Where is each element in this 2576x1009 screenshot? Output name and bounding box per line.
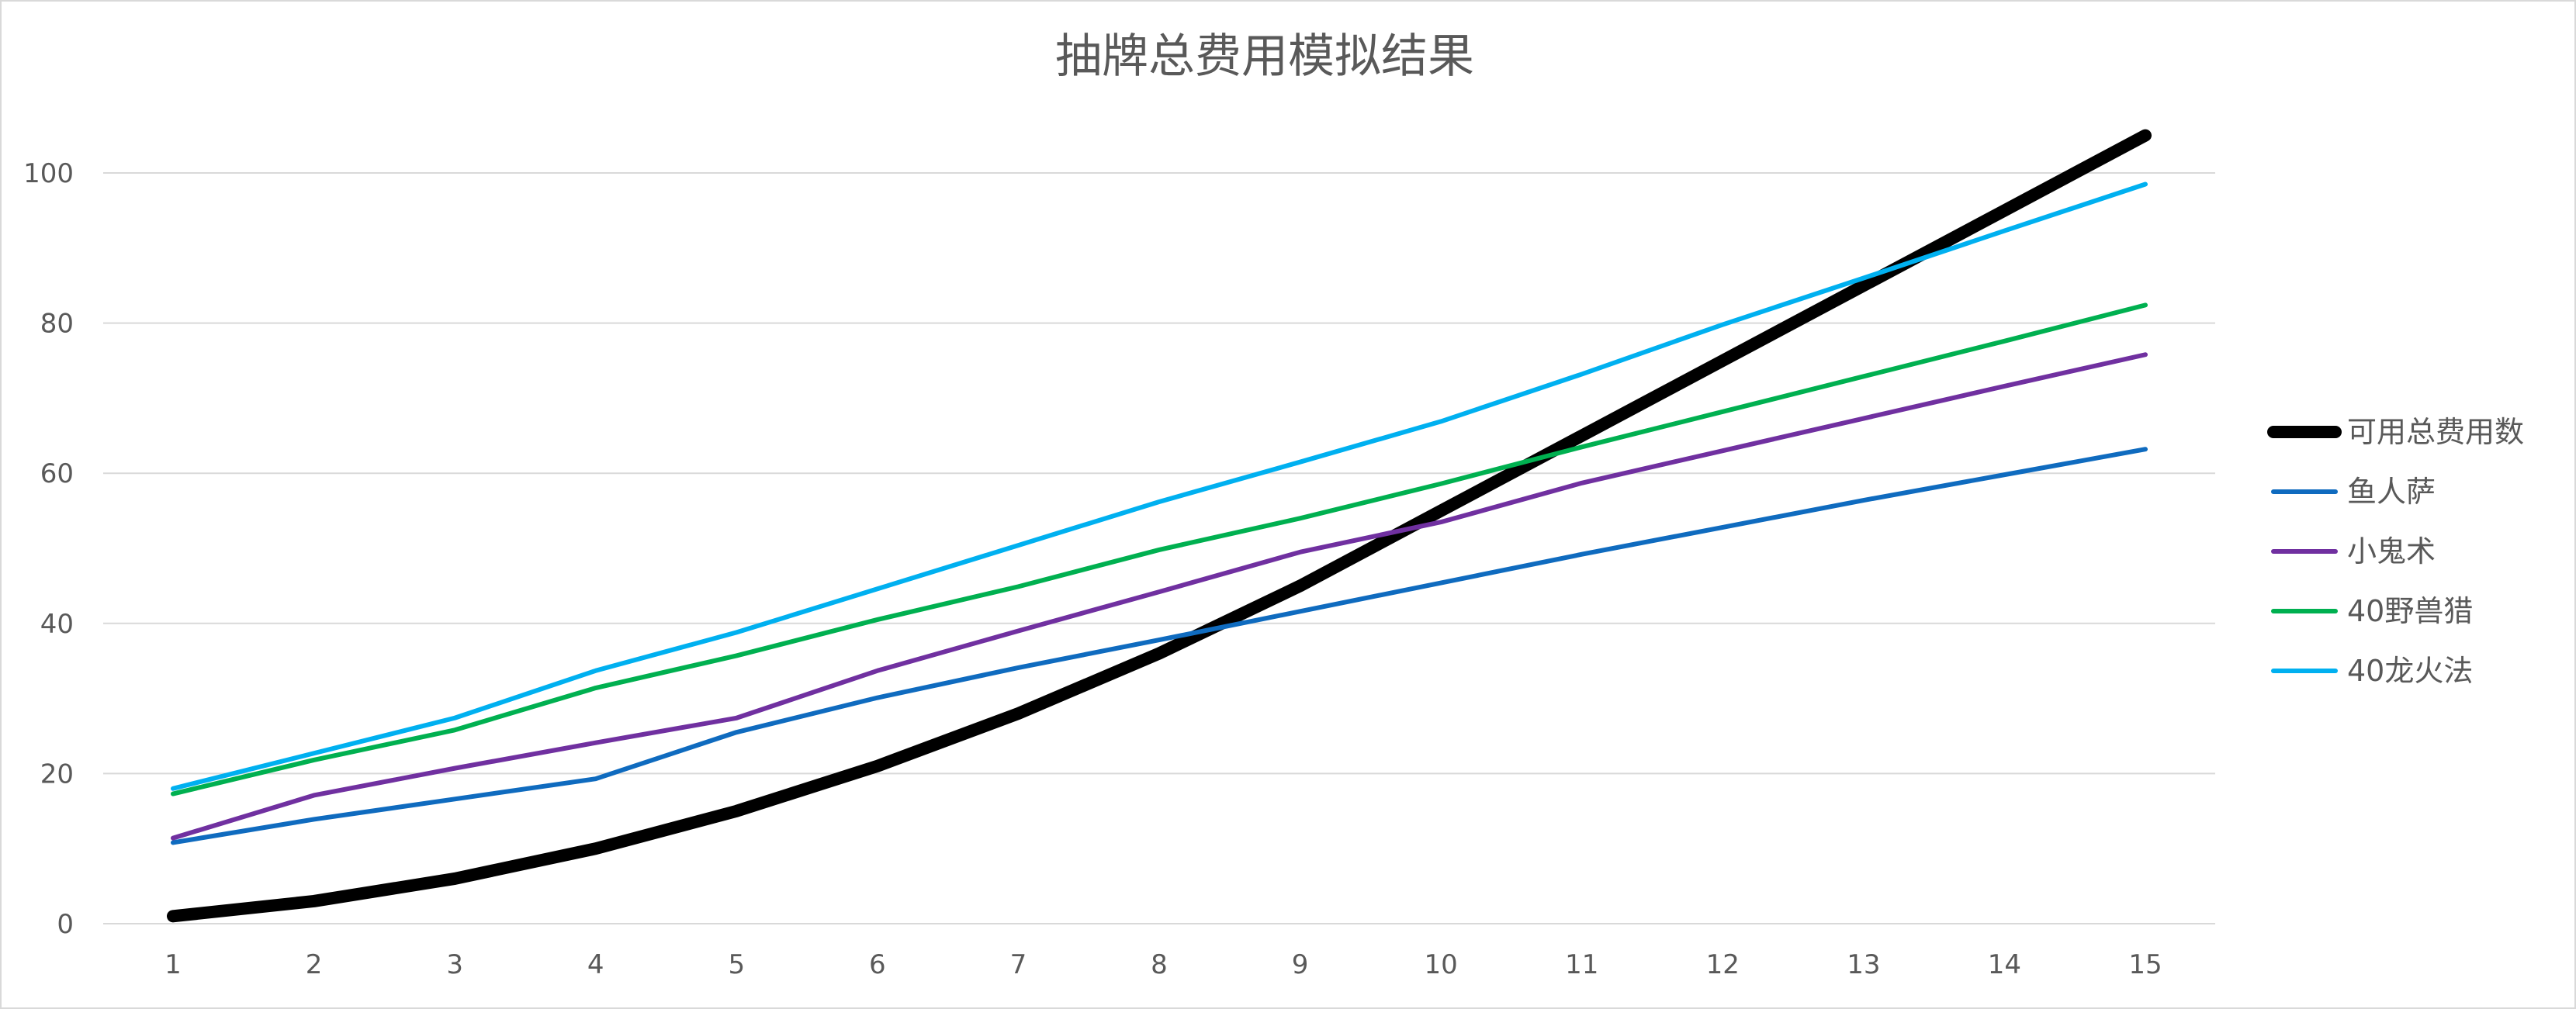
y-axis-ticks: 0 20 40 60 80 100 <box>23 158 74 940</box>
x-tick-label: 13 <box>1847 949 1880 980</box>
x-tick-label: 6 <box>869 949 886 980</box>
chart-title: 抽牌总费用模拟结果 <box>1055 29 1474 84</box>
x-axis-ticks: 1 2 3 4 5 6 7 8 9 10 11 12 13 14 15 <box>164 949 2162 980</box>
y-tick-label: 20 <box>40 758 74 790</box>
series-line-4 <box>171 181 2148 791</box>
x-tick-label: 3 <box>446 949 463 980</box>
legend-label-3: 40野兽猎 <box>2347 594 2473 628</box>
x-tick-label: 9 <box>1292 949 1309 980</box>
series-lines <box>167 129 2152 923</box>
legend-label-2: 小鬼术 <box>2347 534 2436 568</box>
series-line-1 <box>171 447 2148 845</box>
x-tick-label: 2 <box>306 949 323 980</box>
series-line-0 <box>167 129 2152 923</box>
gridlines <box>103 172 2215 924</box>
x-tick-label: 7 <box>1010 949 1027 980</box>
legend-label-0: 可用总费用数 <box>2347 415 2524 449</box>
x-tick-label: 12 <box>1706 949 1740 980</box>
x-tick-label: 8 <box>1151 949 1168 980</box>
y-tick-label: 100 <box>23 158 74 189</box>
x-tick-label: 5 <box>728 949 745 980</box>
x-tick-label: 14 <box>1988 949 2021 980</box>
y-tick-label: 80 <box>40 309 74 340</box>
x-tick-label: 4 <box>587 949 604 980</box>
x-tick-label: 11 <box>1565 949 1598 980</box>
legend-label-1: 鱼人萨 <box>2347 475 2436 509</box>
x-tick-label: 10 <box>1425 949 1458 980</box>
x-tick-label: 15 <box>2128 949 2162 980</box>
legend-label-4: 40龙火法 <box>2347 654 2473 688</box>
y-tick-label: 60 <box>40 458 74 489</box>
series-line-2 <box>171 352 2148 841</box>
x-tick-label: 1 <box>164 949 182 980</box>
y-tick-label: 0 <box>57 909 74 940</box>
series-line-3 <box>171 302 2148 796</box>
y-tick-label: 40 <box>40 609 74 640</box>
